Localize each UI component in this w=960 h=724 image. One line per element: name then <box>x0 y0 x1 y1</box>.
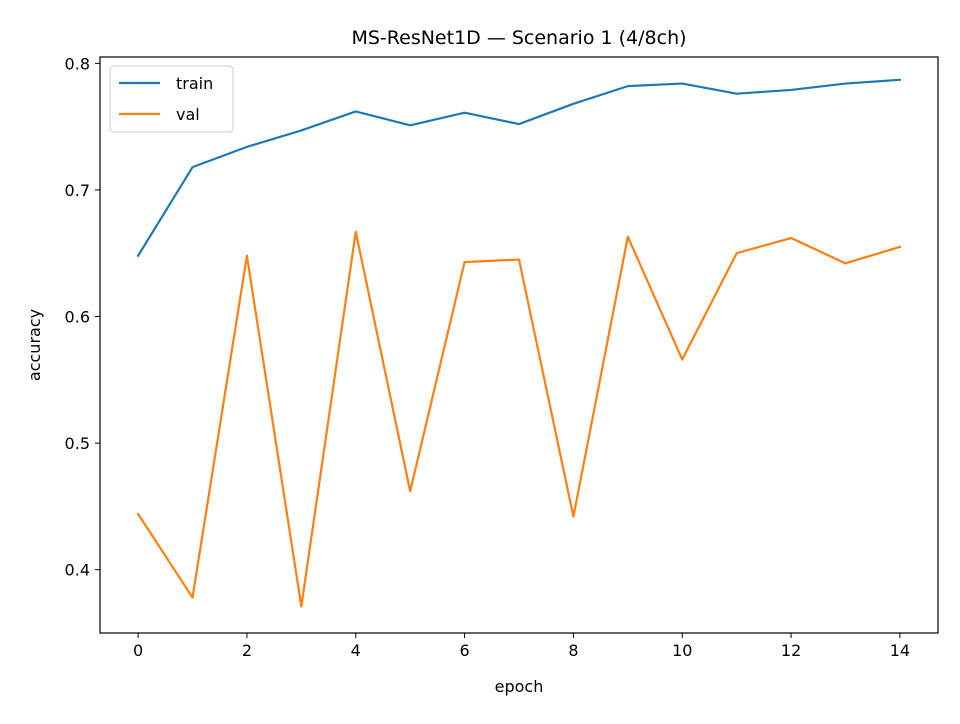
x-tick-label: 14 <box>890 641 910 660</box>
series-layer <box>136 78 902 608</box>
x-axis-label: epoch <box>495 677 544 696</box>
x-tick-label: 0 <box>133 641 143 660</box>
series-line-val <box>136 230 902 608</box>
x-tick-label: 12 <box>781 641 801 660</box>
y-tick-label: 0.8 <box>65 54 90 73</box>
x-tick-label: 6 <box>459 641 469 660</box>
y-tick-label: 0.5 <box>65 434 90 453</box>
chart-title: MS-ResNet1D — Scenario 1 (4/8ch) <box>351 27 686 49</box>
series-line-train <box>136 78 902 258</box>
plot-frame <box>99 56 939 634</box>
x-tick-label: 8 <box>568 641 578 660</box>
y-tick-label: 0.7 <box>65 181 90 200</box>
y-axis-label: accuracy <box>25 309 44 381</box>
legend: train val <box>109 65 234 133</box>
plot-area <box>100 57 938 633</box>
legend-label-train: train <box>176 74 213 93</box>
legend-box <box>109 65 234 133</box>
x-tick-label: 2 <box>242 641 252 660</box>
x-tick-label: 4 <box>351 641 361 660</box>
y-tick-label: 0.6 <box>65 308 90 327</box>
legend-label-val: val <box>176 105 200 124</box>
tick-layer: 0 2 4 6 8 10 12 14 0.4 0.5 0.6 0.7 0.8 <box>65 54 911 660</box>
y-tick-label: 0.4 <box>65 561 90 580</box>
x-tick-label: 10 <box>672 641 692 660</box>
